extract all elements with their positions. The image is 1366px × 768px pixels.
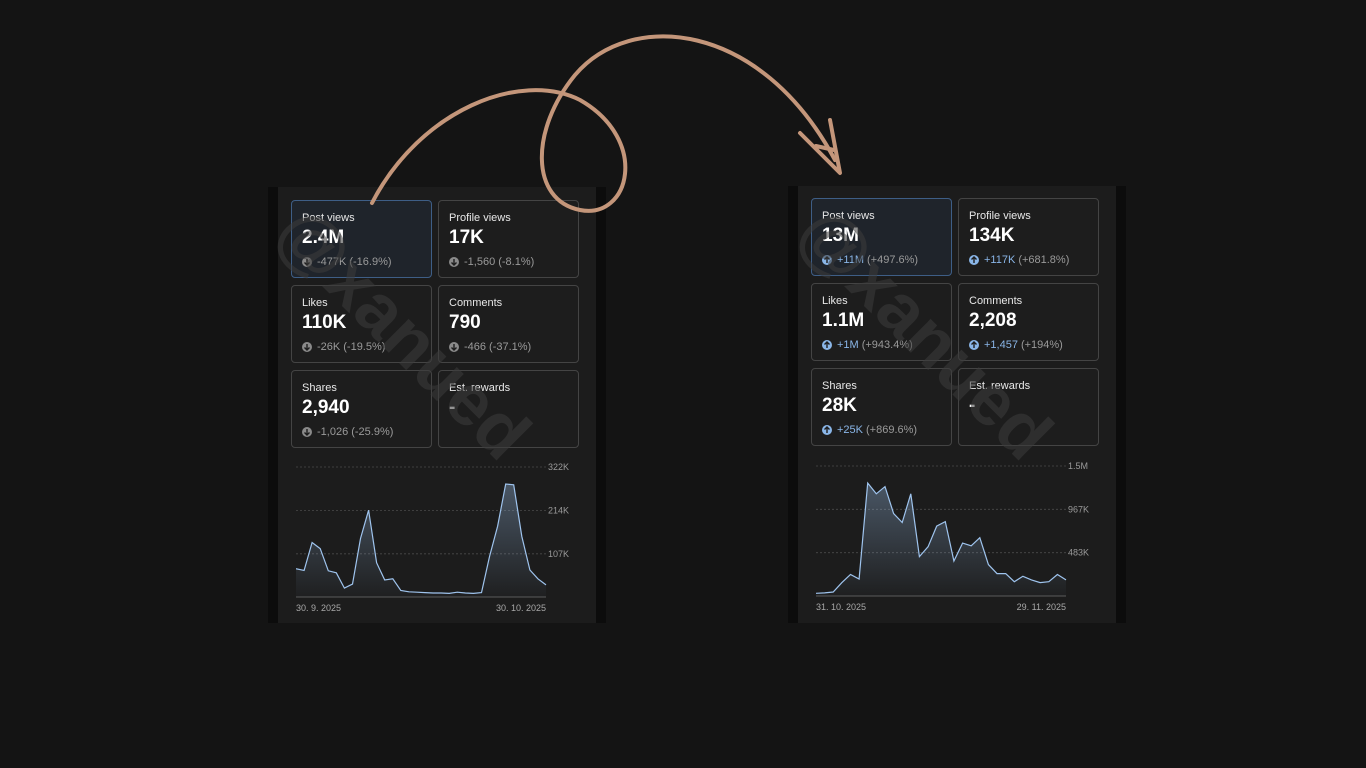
card-value: - (449, 397, 456, 418)
chart-area (816, 483, 1066, 596)
card-change: -26K (-19.5%) (302, 340, 431, 354)
card-label: Shares (302, 382, 337, 394)
card-value: 134K (969, 225, 1015, 246)
change-percent: (-16.9%) (349, 256, 392, 268)
change-percent: (-8.1%) (498, 256, 535, 268)
card-value: 2,208 (969, 310, 1017, 331)
stat-card-profile-views[interactable]: Profile views 134K +117K (+681.8%) (958, 198, 1099, 276)
card-change: -1,026 (-25.9%) (302, 425, 431, 439)
x-end-label: 29. 11. 2025 (1017, 602, 1066, 612)
card-label: Profile views (449, 212, 511, 224)
card-value: 2.4M (302, 227, 345, 248)
y-tick-label: 107K (548, 549, 569, 559)
card-change: -477K (-16.9%) (302, 255, 431, 269)
change-amount: -1,026 (317, 426, 349, 438)
change-amount: +1,457 (984, 339, 1018, 351)
stat-card-est-rewards[interactable]: Est. rewards - (438, 370, 579, 448)
change-amount: -1,560 (464, 256, 496, 268)
card-value: - (969, 395, 976, 416)
change-percent: (+194%) (1020, 339, 1063, 351)
stat-card-post-views[interactable]: Post views 13M +11M (+497.6%) (811, 198, 952, 276)
card-label: Shares (822, 380, 857, 392)
change-percent: (-19.5%) (343, 341, 386, 353)
stat-card-shares[interactable]: Shares 2,940 -1,026 (-25.9%) (291, 370, 432, 448)
card-value: 790 (449, 312, 481, 333)
y-tick-label: 1.5M (1068, 461, 1088, 471)
arrow-up-icon (969, 340, 979, 350)
change-amount: -466 (464, 341, 487, 353)
y-tick-label: 214K (548, 506, 569, 516)
arrow-down-icon (302, 257, 312, 267)
card-value: 1.1M (822, 310, 865, 331)
arrow-down-icon (302, 342, 312, 352)
card-label: Profile views (969, 210, 1031, 222)
card-change: +1,457 (+194%) (969, 338, 1098, 352)
y-tick-label: 322K (548, 462, 569, 472)
arrow-down-icon (302, 427, 312, 437)
arrow-up-icon (969, 255, 979, 265)
card-label: Est. rewards (969, 380, 1031, 392)
card-label: Post views (822, 210, 875, 222)
chart-line-series (295, 483, 547, 595)
arrow-down-icon (449, 342, 459, 352)
card-value: 13M (822, 225, 859, 246)
y-tick-label: 967K (1068, 504, 1089, 514)
change-amount: -26K (317, 341, 341, 353)
card-label: Post views (302, 212, 355, 224)
stat-card-comments[interactable]: Comments 2,208 +1,457 (+194%) (958, 283, 1099, 361)
change-percent: (-37.1%) (489, 341, 532, 353)
stat-card-post-views[interactable]: Post views 2.4M -477K (-16.9%) (291, 200, 432, 278)
chart-line-series (815, 481, 1067, 594)
change-percent: (-25.9%) (351, 426, 394, 438)
x-start-label: 31. 10. 2025 (816, 602, 866, 612)
arrow-down-icon (449, 257, 459, 267)
change-amount: +25K (837, 424, 863, 436)
card-change: -466 (-37.1%) (449, 340, 578, 354)
card-label: Comments (449, 297, 503, 309)
card-change: +11M (+497.6%) (822, 253, 951, 267)
stat-card-likes[interactable]: Likes 110K -26K (-19.5%) (291, 285, 432, 363)
change-percent: (+497.6%) (867, 254, 919, 266)
analytics-panel-after: Post views 13M +11M (+497.6%) Profile vi… (788, 186, 1126, 623)
stat-card-profile-views[interactable]: Profile views 17K -1,560 (-8.1%) (438, 200, 579, 278)
card-change: +25K (+869.6%) (822, 423, 951, 437)
change-amount: +1M (837, 339, 859, 351)
card-value: 2,940 (302, 397, 350, 418)
change-amount: +11M (837, 254, 865, 266)
card-change: +117K (+681.8%) (969, 253, 1098, 267)
stat-card-shares[interactable]: Shares 28K +25K (+869.6%) (811, 368, 952, 446)
post-views-chart: 107K 214K 322K 30. 9. 2025 30. 10. 2025 (295, 457, 596, 617)
stat-card-likes[interactable]: Likes 1.1M +1M (+943.4%) (811, 283, 952, 361)
card-label: Comments (969, 295, 1023, 307)
analytics-panel-before: Post views 2.4M -477K (-16.9%) Profile v… (268, 187, 606, 623)
x-end-label: 30. 10. 2025 (496, 603, 546, 613)
card-change: +1M (+943.4%) (822, 338, 951, 352)
card-value: 17K (449, 227, 484, 248)
y-tick-label: 483K (1068, 548, 1089, 558)
change-amount: +117K (984, 254, 1016, 266)
arrow-up-icon (822, 425, 832, 435)
card-label: Likes (302, 297, 328, 309)
post-views-chart: 483K 967K 1.5M 31. 10. 2025 29. 11. 2025 (815, 456, 1116, 616)
x-start-label: 30. 9. 2025 (296, 603, 341, 613)
change-percent: (+869.6%) (866, 424, 918, 436)
arrow-up-icon (822, 340, 832, 350)
change-percent: (+681.8%) (1018, 254, 1070, 266)
card-change: -1,560 (-8.1%) (449, 255, 578, 269)
card-label: Est. rewards (449, 382, 511, 394)
chart-area (296, 484, 546, 597)
stat-card-est-rewards[interactable]: Est. rewards - (958, 368, 1099, 446)
card-value: 110K (302, 312, 347, 333)
stat-card-comments[interactable]: Comments 790 -466 (-37.1%) (438, 285, 579, 363)
arrow-up-icon (822, 255, 832, 265)
change-amount: -477K (317, 256, 347, 268)
change-percent: (+943.4%) (861, 339, 913, 351)
card-value: 28K (822, 395, 857, 416)
card-label: Likes (822, 295, 848, 307)
